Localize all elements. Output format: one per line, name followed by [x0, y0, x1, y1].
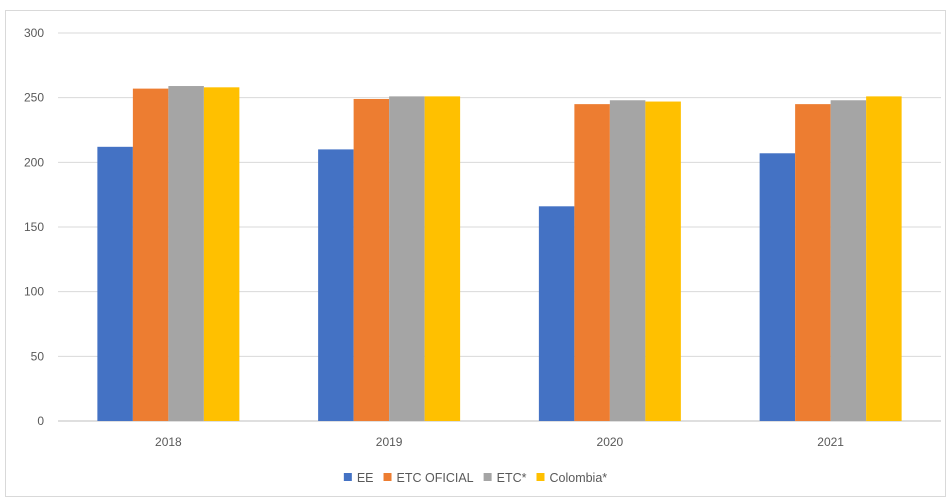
y-axis-ticks: 0 50 100 150 200 250 300 [24, 26, 44, 428]
bar-etc-oficial-2018 [132, 88, 169, 421]
legend: EE ETC OFICIAL ETC* Colombia* [343, 471, 607, 485]
bar-etc-oficial-2020 [574, 104, 610, 421]
legend-swatch [536, 473, 545, 481]
bar-etc-2021 [830, 100, 867, 422]
legend-swatch [343, 473, 352, 481]
x-tick-label: 2018 [155, 435, 182, 449]
bar-colombia-2020 [645, 101, 681, 422]
y-tick-label: 250 [24, 91, 44, 105]
legend-swatch [383, 473, 392, 481]
bar-etc-2019 [389, 96, 425, 421]
legend-label: EE [357, 471, 374, 485]
bar-colombia-2018 [203, 87, 240, 421]
x-tick-label: 2020 [597, 435, 624, 449]
bar-colombia-2021 [866, 96, 902, 421]
y-tick-label: 0 [37, 414, 44, 428]
legend-label: ETC OFICIAL [397, 471, 474, 485]
legend-label: ETC* [497, 471, 527, 485]
x-tick-label: 2019 [376, 435, 403, 449]
bar-ee-2020 [538, 206, 575, 421]
y-tick-label: 300 [24, 26, 44, 40]
legend-label: Colombia* [549, 471, 607, 485]
y-tick-label: 200 [24, 155, 44, 169]
legend-swatch [483, 473, 492, 481]
y-tick-label: 50 [31, 349, 45, 363]
bar-colombia-2019 [424, 96, 461, 421]
bars [97, 86, 902, 422]
bar-ee-2021 [759, 153, 796, 421]
bar-etc-2020 [609, 100, 646, 422]
y-tick-label: 100 [24, 285, 44, 299]
x-axis-ticks: 2018 2019 2020 2021 [155, 435, 844, 449]
bar-ee-2019 [318, 149, 354, 421]
bar-ee-2018 [97, 146, 133, 421]
x-tick-label: 2021 [817, 435, 844, 449]
y-tick-label: 150 [24, 220, 44, 234]
bar-etc-2018 [168, 86, 204, 421]
bar-etc-oficial-2021 [795, 104, 831, 421]
bar-etc-oficial-2019 [353, 98, 390, 422]
